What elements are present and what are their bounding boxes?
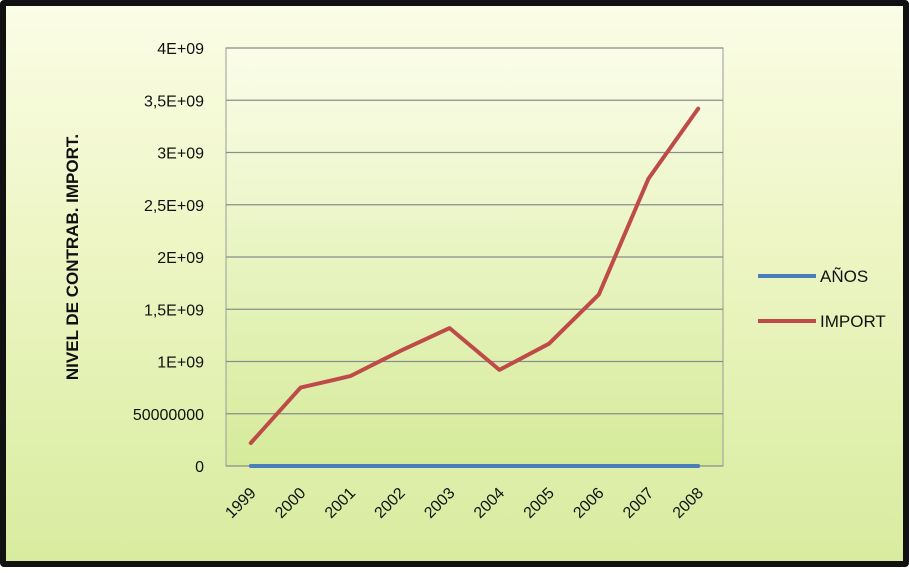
x-tick-label: 2004 (471, 485, 508, 522)
x-tick-label: 2008 (670, 485, 707, 522)
y-tick-label: 2,5E+09 (144, 198, 204, 215)
y-tick-label: 3,5E+09 (144, 93, 204, 110)
y-axis-label: NIVEL DE CONTRAB. IMPORT. (63, 134, 82, 380)
line-chart: 0 50000000 1E+09 1,5E+09 2E+09 2,5E+09 3E+09 3,… (63, 41, 886, 522)
x-tick-label: 2003 (421, 485, 458, 522)
y-axis-ticks: 0 50000000 1E+09 1,5E+09 2E+09 2,5E+09 3E+09 3,… (133, 41, 204, 476)
x-tick-label: 2001 (322, 485, 359, 522)
x-axis-ticks: 1999 2000 2001 2002 2003 2004 2005 2006 2007 2008 (222, 485, 707, 522)
y-tick-label: 1E+09 (157, 355, 204, 372)
y-tick-label: 0 (195, 459, 204, 476)
series-line-import (248, 106, 701, 445)
x-tick-label: 1999 (222, 485, 259, 522)
series-lines (248, 106, 701, 468)
x-tick-label: 2005 (521, 485, 558, 522)
x-tick-label: 2007 (620, 485, 657, 522)
legend: AÑOS IMPORT (758, 267, 886, 331)
x-tick-label: 2006 (570, 485, 607, 522)
y-tick-label: 4E+09 (157, 41, 204, 58)
y-tick-label: 3E+09 (157, 146, 204, 163)
x-tick-label: 2000 (272, 485, 309, 522)
y-tick-label: 1,5E+09 (144, 302, 204, 319)
x-tick-label: 2002 (372, 485, 409, 522)
legend-label: IMPORT (820, 312, 886, 331)
legend-label: AÑOS (820, 267, 868, 286)
y-tick-label: 2E+09 (157, 250, 204, 267)
y-tick-label: 50000000 (133, 407, 204, 424)
